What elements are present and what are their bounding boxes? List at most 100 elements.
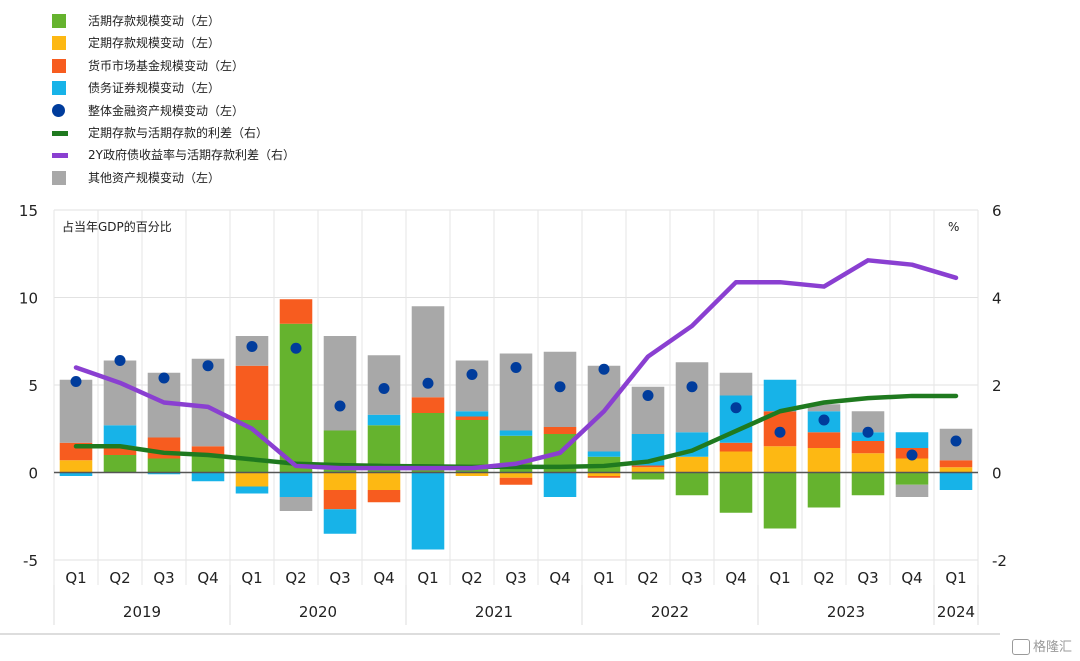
total-dot (246, 341, 258, 352)
bar-segment (455, 411, 489, 417)
left-tick-label: 15 (19, 202, 38, 220)
total-dot (642, 390, 654, 401)
quarter-label: Q2 (461, 569, 482, 587)
total-dot (862, 426, 874, 438)
year-label: 2022 (651, 603, 689, 621)
bar-segment (147, 472, 181, 475)
bar-segment (279, 497, 313, 511)
legend-label: 定期存款规模变动（左） (88, 36, 221, 51)
bar-segment (323, 490, 357, 510)
legend-label: 债务证券规模变动（左） (88, 81, 221, 96)
bar-segment (499, 430, 533, 436)
quarter-label: Q2 (637, 569, 658, 587)
total-dot (378, 383, 390, 394)
bar-segment (939, 460, 973, 468)
bar-segment (235, 472, 269, 487)
quarter-label: Q4 (197, 569, 218, 587)
quarter-label: Q3 (153, 569, 174, 587)
bar-segment (323, 472, 357, 490)
bar-segment (191, 455, 225, 473)
bar-segment (763, 472, 797, 529)
bar-segment (719, 472, 753, 513)
quarter-label: Q2 (109, 569, 130, 587)
year-label: 2023 (827, 603, 865, 621)
bar-segment (235, 486, 269, 494)
bar-segment (587, 476, 621, 478)
chart-subtitle: 占当年GDP的百分比 (62, 219, 172, 234)
bar-segment (719, 372, 753, 396)
bar-segment (895, 458, 929, 473)
year-label: 2019 (123, 603, 161, 621)
total-dot (686, 381, 698, 393)
bar-segment (411, 472, 445, 550)
total-dot (70, 376, 82, 387)
bar-segment (191, 472, 225, 482)
legend-label: 其他资产规模变动（左） (88, 170, 221, 185)
left-tick-label: 10 (19, 290, 38, 308)
watermark-logo-icon (1011, 639, 1030, 655)
bar-segment (939, 472, 973, 490)
quarter-label: Q1 (65, 569, 86, 587)
total-dot (114, 355, 126, 366)
bar-segment (235, 365, 269, 420)
total-dot (554, 381, 566, 393)
total-dot (774, 426, 786, 438)
bar-segment (455, 416, 489, 420)
right-tick-label: 6 (992, 202, 1002, 220)
bar-segment (455, 420, 489, 473)
bar-segment (807, 472, 841, 508)
bar-segment (191, 358, 225, 447)
legend-swatch (52, 81, 66, 96)
bar-segment (147, 458, 181, 473)
quarter-label: Q2 (813, 569, 834, 587)
bar-segment (323, 336, 357, 431)
bar-segment (323, 509, 357, 534)
bar-segment (543, 427, 577, 434)
bar-segment (851, 411, 885, 433)
bar-segment (631, 472, 665, 480)
year-label: 2020 (299, 603, 337, 621)
bar-segment (763, 446, 797, 473)
bar-segment (279, 299, 313, 324)
bar-segment (411, 397, 445, 413)
watermark: 格隆汇 (1011, 636, 1072, 655)
bar-segment (367, 490, 401, 503)
bar-segment (59, 472, 93, 476)
bar-segment (807, 448, 841, 473)
total-dot (818, 414, 830, 426)
quarter-label: Q4 (373, 569, 394, 587)
left-tick-label: 5 (28, 377, 38, 395)
legend-swatch (52, 153, 68, 159)
legend-label: 定期存款与活期存款的利差（右） (88, 125, 269, 140)
bar-segment (719, 451, 753, 473)
bar-segment (455, 360, 489, 412)
left-tick-label: -5 (23, 552, 38, 570)
bar-segment (807, 432, 841, 448)
bar-segment (895, 432, 929, 448)
right-axis-unit: % (948, 220, 959, 234)
bar-segment (499, 472, 533, 478)
bar-segment (675, 456, 709, 473)
year-label: 2024 (937, 603, 975, 621)
total-dot (466, 369, 478, 380)
right-tick-label: -2 (992, 552, 1007, 570)
bar-segment (851, 441, 885, 454)
legend-swatch (52, 170, 66, 185)
bar-segment (411, 413, 445, 473)
bar-segment (763, 379, 797, 412)
bar-segment (807, 404, 841, 412)
bar-segment (895, 484, 929, 497)
bar-segment (587, 472, 621, 476)
legend-swatch (52, 58, 66, 73)
bar-segment (59, 379, 93, 443)
total-dot (950, 435, 962, 447)
bar-segment (631, 467, 665, 473)
series-line (73, 258, 959, 471)
bar-segment (587, 451, 621, 457)
legend-label: 货币市场基金规模变动（左） (88, 58, 245, 73)
total-dot (598, 363, 610, 375)
bar-segment (851, 453, 885, 473)
watermark-text: 格隆汇 (1032, 639, 1072, 655)
quarter-label: Q3 (681, 569, 702, 587)
